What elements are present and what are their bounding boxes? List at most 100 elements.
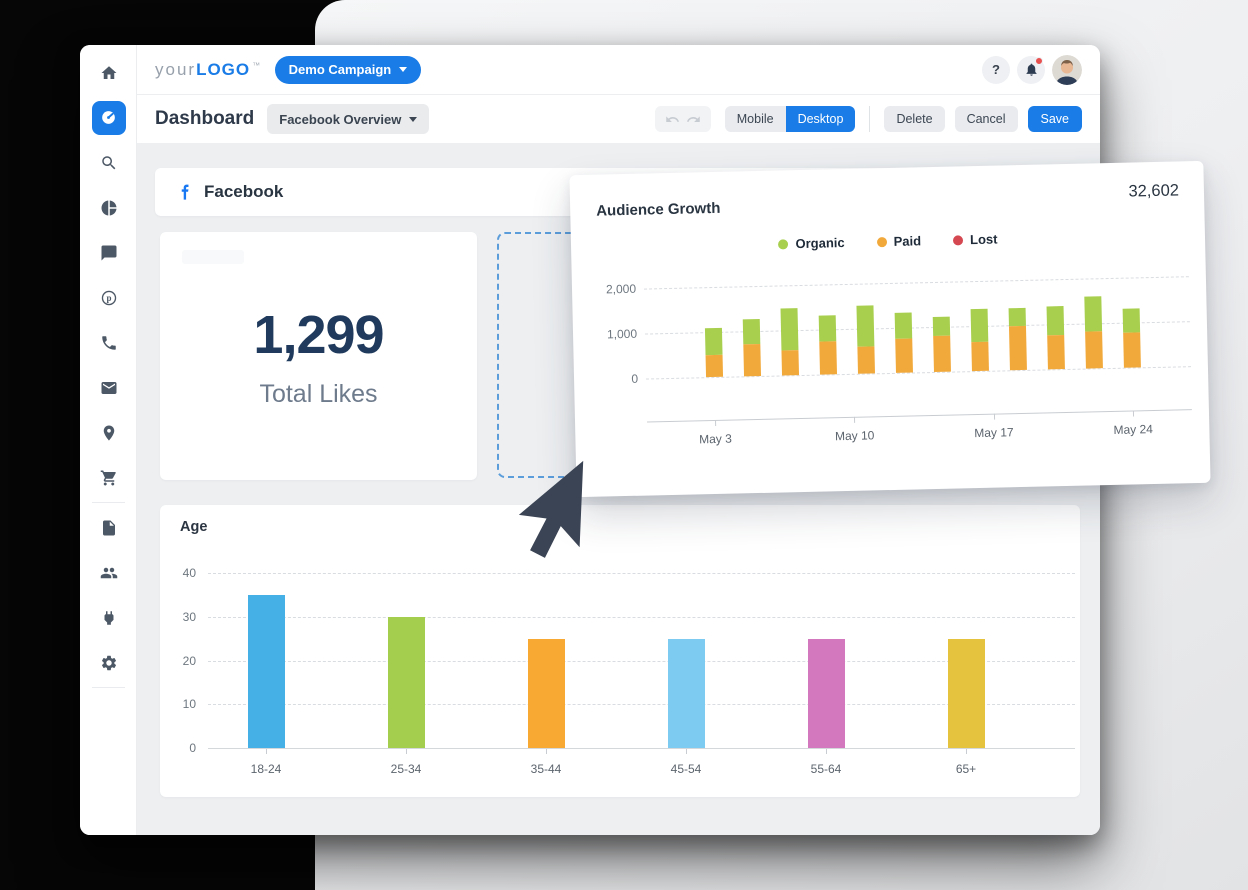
age-chart-widget[interactable]: Age 40 30 20 10 0 18-24 25-34 35-44 45-54 55-64 65… — [160, 505, 1080, 797]
location-icon — [103, 425, 114, 440]
x-axis-tick — [266, 749, 267, 754]
x-axis-tick — [406, 749, 407, 754]
stacked-bar — [894, 312, 913, 373]
desktop-toggle-button[interactable]: Desktop — [785, 106, 856, 132]
gridline — [645, 321, 1190, 335]
sidebar-item-integrations[interactable] — [80, 595, 137, 640]
sidebar-item-cart[interactable] — [80, 455, 137, 500]
x-axis-tick-label: May 10 — [834, 428, 875, 444]
notifications-button[interactable] — [1017, 55, 1045, 84]
organic-segment — [1122, 308, 1141, 333]
x-axis-tick — [993, 413, 995, 420]
sidebar-item-comments[interactable] — [80, 230, 137, 275]
redo-icon[interactable] — [686, 112, 701, 127]
x-axis-tick — [715, 419, 717, 426]
gridline — [646, 366, 1191, 380]
toolbar-actions: Mobile Desktop Delete Cancel Save — [654, 106, 1082, 132]
y-axis-tick-label: 30 — [182, 609, 196, 624]
sidebar-item-email[interactable] — [80, 365, 137, 410]
legend-item-organic: Organic — [778, 235, 845, 251]
dashboard-selector-label: Facebook Overview — [279, 111, 402, 127]
audience-growth-widget-dragging[interactable]: Audience Growth 32,602 Organic Paid Lost 2… — [569, 160, 1211, 498]
age-bar-18-24 — [247, 594, 285, 748]
sidebar-item-home[interactable] — [80, 50, 137, 95]
y-axis-tick-label: 10 — [182, 697, 196, 712]
y-axis-tick-label: 2,000 — [605, 281, 637, 297]
paid-segment — [1047, 334, 1065, 370]
legend-dot — [952, 234, 964, 246]
user-avatar[interactable] — [1052, 54, 1082, 85]
paid-segment — [1008, 325, 1027, 371]
mouse-cursor-icon — [518, 460, 584, 558]
widget-label-placeholder — [182, 250, 244, 264]
gridline — [208, 616, 1075, 618]
audience-growth-title: Audience Growth — [596, 199, 721, 220]
organic-segment — [1046, 306, 1065, 336]
gridline — [208, 660, 1075, 662]
dashboard-selector-button[interactable]: Facebook Overview — [267, 104, 430, 134]
organic-segment — [1008, 307, 1026, 327]
y-axis-tick-label: 1,000 — [606, 326, 638, 342]
x-axis-tick-label: 45-54 — [670, 762, 702, 776]
cancel-button[interactable]: Cancel — [954, 106, 1018, 132]
sidebar-item-pie-chart[interactable] — [80, 185, 137, 230]
settings-icon — [101, 655, 116, 670]
sidebar-item-dashboard[interactable] — [80, 95, 137, 140]
stacked-bar — [704, 327, 724, 378]
stacked-bar — [1084, 296, 1103, 369]
age-bar-25-34 — [387, 616, 425, 748]
sidebar-item-search[interactable] — [80, 140, 137, 185]
sidebar-item-phone[interactable] — [80, 320, 137, 365]
y-axis-tick-label: 0 — [189, 741, 196, 755]
gridline — [208, 748, 1075, 749]
dashboard-icon — [102, 111, 115, 124]
stacked-bar — [1046, 306, 1065, 370]
integrations-icon — [104, 610, 113, 625]
total-likes-widget[interactable]: 1,299 Total Likes — [160, 232, 477, 480]
legend-label: Paid — [893, 233, 922, 249]
campaign-selector-label: Demo Campaign — [288, 62, 392, 77]
svg-text:p: p — [106, 293, 111, 303]
x-axis-tick-label: May 24 — [1113, 422, 1154, 437]
gridline — [208, 573, 1075, 574]
paid-segment — [1123, 332, 1141, 368]
legend-dot — [876, 236, 887, 247]
paid-segment — [1085, 331, 1103, 369]
undo-icon[interactable] — [665, 112, 680, 127]
save-button[interactable]: Save — [1027, 106, 1082, 132]
x-axis-line — [647, 409, 1192, 423]
paid-segment — [895, 338, 913, 373]
x-axis-tick — [546, 749, 547, 754]
active-tile — [91, 100, 126, 135]
sidebar-item-users[interactable] — [80, 550, 137, 595]
delete-button[interactable]: Delete — [884, 106, 945, 132]
sidebar-item-pages[interactable] — [80, 505, 137, 550]
sidebar: p — [80, 45, 137, 835]
help-button[interactable]: ? — [982, 55, 1010, 84]
total-likes-label: Total Likes — [259, 380, 378, 408]
age-bar-45-54 — [667, 638, 705, 748]
paid-segment — [857, 346, 876, 374]
chart-legend: Organic Paid Lost — [571, 227, 1205, 256]
sidebar-item-location[interactable] — [80, 410, 137, 455]
x-axis-tick — [686, 749, 687, 754]
sidebar-item-settings[interactable] — [80, 640, 137, 685]
paid-segment — [933, 336, 951, 372]
campaign-selector-button[interactable]: Demo Campaign — [274, 55, 422, 84]
age-bar-65+ — [947, 638, 985, 748]
help-icon: ? — [992, 62, 1000, 77]
sidebar-item-pinterest[interactable]: p — [80, 275, 137, 320]
paid-segment — [971, 341, 989, 372]
age-chart-title: Age — [180, 519, 208, 535]
organic-segment — [818, 315, 837, 342]
logo-trademark: ™ — [252, 60, 261, 70]
mobile-toggle-button[interactable]: Mobile — [724, 106, 786, 132]
audience-growth-total: 32,602 — [1128, 181, 1180, 201]
x-axis-tick — [1132, 410, 1134, 417]
x-axis-tick-label: 35-44 — [530, 762, 562, 776]
stacked-bar — [818, 315, 838, 375]
x-axis-tick-label: 55-64 — [810, 762, 842, 776]
organic-segment — [856, 304, 875, 347]
users-icon — [100, 567, 117, 578]
